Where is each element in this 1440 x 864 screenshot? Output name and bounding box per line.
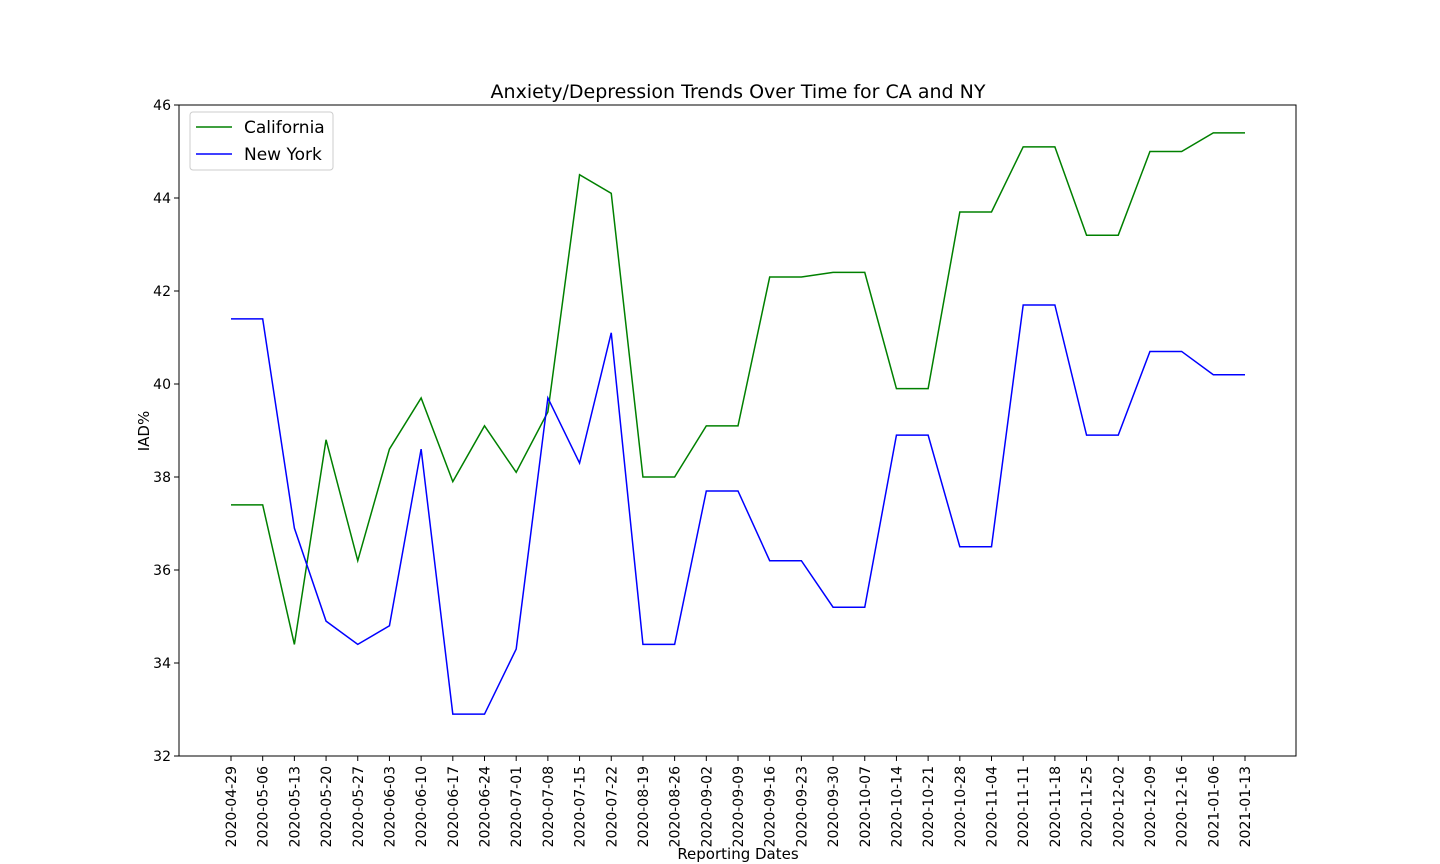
- x-tick-label: 2020-12-02: [1111, 766, 1127, 847]
- y-tick-label: 38: [153, 470, 171, 486]
- y-tick-label: 42: [153, 284, 171, 300]
- x-tick-label: 2020-11-25: [1080, 766, 1096, 847]
- x-tick-label: 2020-09-09: [731, 766, 747, 847]
- x-tick-label: 2020-04-29: [224, 766, 240, 847]
- x-tick-label: 2021-01-06: [1206, 766, 1222, 847]
- x-tick-label: 2020-07-22: [604, 766, 620, 847]
- y-tick-label: 40: [153, 377, 171, 393]
- series-line-new-york: [231, 304, 1245, 715]
- x-tick-label: 2020-06-10: [414, 766, 430, 847]
- x-tick-label: 2020-11-04: [985, 766, 1001, 847]
- y-tick-label: 34: [153, 656, 171, 672]
- x-tick-label: 2020-05-06: [256, 766, 272, 847]
- x-tick-label: 2020-12-16: [1175, 766, 1191, 847]
- x-tick-label: 2020-10-14: [889, 766, 905, 847]
- x-tick-label: 2020-09-02: [699, 766, 715, 847]
- plot-area: 32 34 36 38 40 42 44 46 2020-04-29 2020-05-06 2020…: [153, 98, 1297, 847]
- plot-frame: [178, 104, 1297, 757]
- x-tick-label: 2020-06-24: [478, 766, 494, 847]
- x-tick-label: 2020-08-19: [636, 766, 652, 847]
- y-tick-label: 32: [153, 749, 171, 765]
- x-tick-label: 2021-01-13: [1238, 766, 1254, 847]
- x-tick-label: 2020-11-11: [1016, 766, 1032, 847]
- y-tick-label: 36: [153, 563, 171, 579]
- x-tick-label: 2020-07-01: [509, 766, 525, 847]
- x-tick-label: 2020-05-27: [351, 766, 367, 847]
- y-tick-label: 44: [153, 191, 171, 207]
- x-tick-label: 2020-07-15: [573, 766, 589, 847]
- x-tick-label: 2020-11-18: [1048, 766, 1064, 847]
- x-tick-label: 2020-05-13: [287, 766, 303, 847]
- series-line-california: [231, 132, 1245, 645]
- y-axis-label: IAD%: [135, 411, 153, 452]
- x-tick-label: 2020-06-03: [382, 766, 398, 847]
- x-tick-label: 2020-05-20: [319, 766, 335, 847]
- x-tick-label: 2020-10-28: [953, 766, 969, 847]
- x-tick-label: 2020-09-30: [826, 766, 842, 847]
- x-tick-label: 2020-12-09: [1143, 766, 1159, 847]
- x-tick-label: 2020-09-23: [794, 766, 810, 847]
- x-tick-label: 2020-10-07: [858, 766, 874, 847]
- x-tick-label: 2020-07-08: [541, 766, 557, 847]
- x-axis-label: Reporting Dates: [677, 845, 799, 863]
- legend-label: California: [244, 118, 325, 138]
- x-tick-label: 2020-09-16: [763, 766, 779, 847]
- legend-label: New York: [244, 145, 322, 165]
- x-tick-label: 2020-10-21: [921, 766, 937, 847]
- x-tick-label: 2020-06-17: [446, 766, 462, 847]
- chart-title: Anxiety/Depression Trends Over Time for …: [491, 81, 986, 103]
- y-tick-label: 46: [153, 98, 171, 114]
- x-tick-label: 2020-08-26: [668, 766, 684, 847]
